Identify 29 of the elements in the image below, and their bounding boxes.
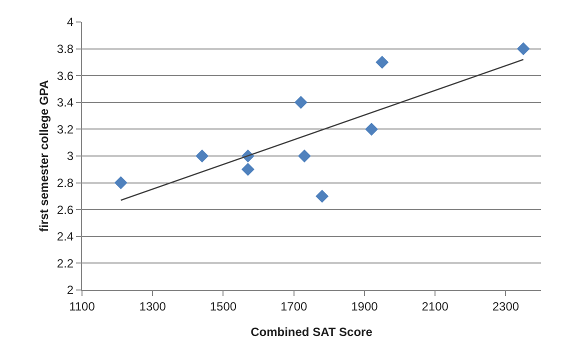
point [316,190,329,203]
x-axis-title: Combined SAT Score [250,325,373,339]
point [376,56,389,69]
x-tick-label: 2300 [492,299,520,314]
y-tick-label: 2.8 [56,176,74,190]
x-tick-label: 1300 [139,299,166,314]
y-axis-title: first semester college GPA [37,80,51,232]
y-tick-label: 2.4 [56,230,74,244]
point [298,150,311,162]
point [365,122,378,136]
x-tick-label: 1100 [69,299,96,314]
point [241,162,254,176]
y-tick-label: 3.6 [56,68,74,83]
point [516,42,530,56]
x-tick-label: 1500 [210,299,237,314]
point [196,150,209,162]
x-tick-label: 2100 [422,299,449,314]
y-tick-label: 3 [66,149,74,164]
x-tick-label: 1900 [351,299,378,314]
y-tick-label: 3.4 [56,96,74,110]
y-tick-label: 3.2 [56,122,74,136]
y-tick-label: 4 [66,15,74,30]
y-tick-label: 2 [66,283,74,298]
x-tick-label: 1700 [280,299,308,314]
y-tick-label: 2.2 [56,256,74,270]
point [114,176,128,190]
y-tick-label: 3.8 [56,42,74,56]
y-tick-label: 2.6 [56,202,74,217]
point [294,96,308,109]
